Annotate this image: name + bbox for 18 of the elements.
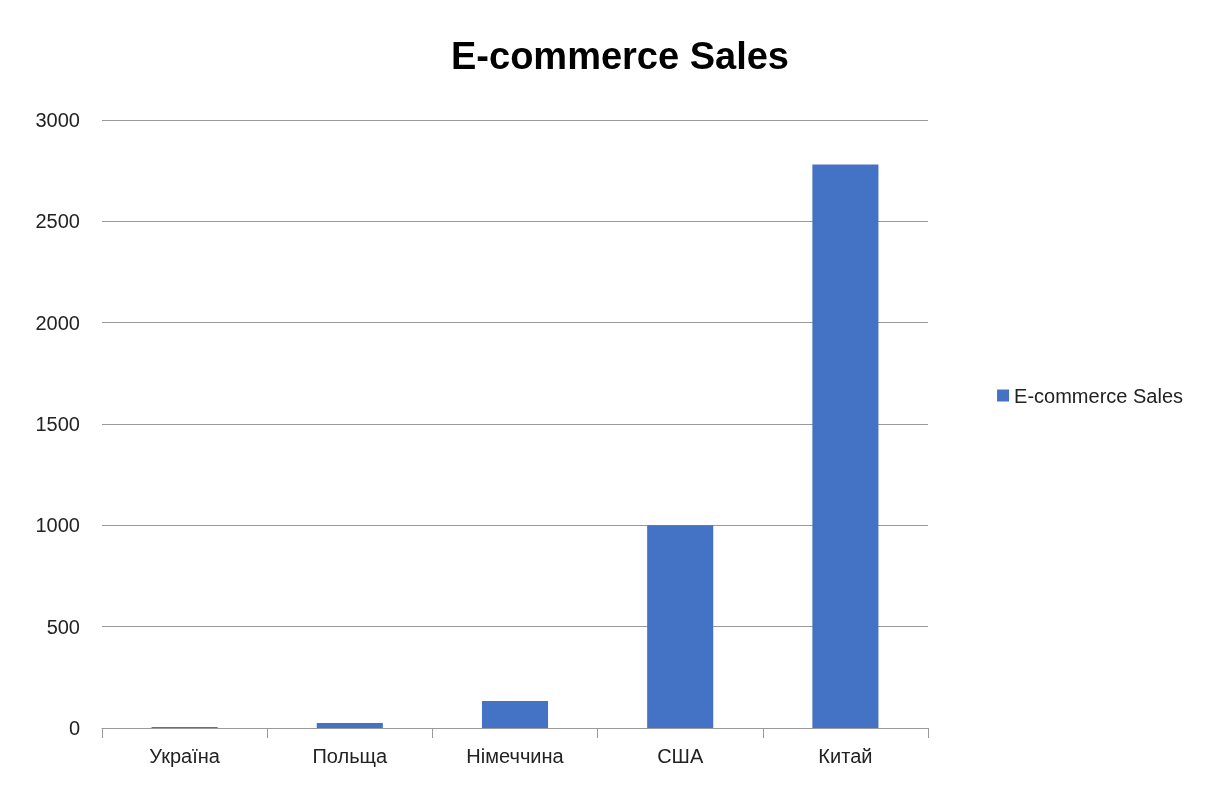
- bar: [481, 701, 549, 728]
- y-tick-label: 3000: [35, 109, 80, 131]
- y-tick-label: 2000: [35, 311, 80, 334]
- x-tick-label: Польща: [312, 745, 389, 767]
- bar: [812, 164, 879, 728]
- y-tick-label: 1500: [35, 413, 80, 435]
- x-tick-label: Китай: [818, 745, 873, 767]
- x-tick-label: США: [657, 745, 704, 767]
- bar: [647, 525, 714, 728]
- chart-title: E-commerce Sales: [451, 35, 789, 77]
- y-tick-label: 500: [46, 615, 80, 638]
- legend-label: E-commerce Sales: [1014, 384, 1183, 407]
- y-tick-label: 0: [68, 717, 80, 739]
- x-tick-label: Німеччина: [466, 745, 565, 767]
- y-tick-label: 2500: [35, 210, 80, 233]
- y-tick-label: 1000: [35, 514, 80, 537]
- x-tick-label: Україна: [149, 745, 221, 767]
- bar: [316, 722, 383, 728]
